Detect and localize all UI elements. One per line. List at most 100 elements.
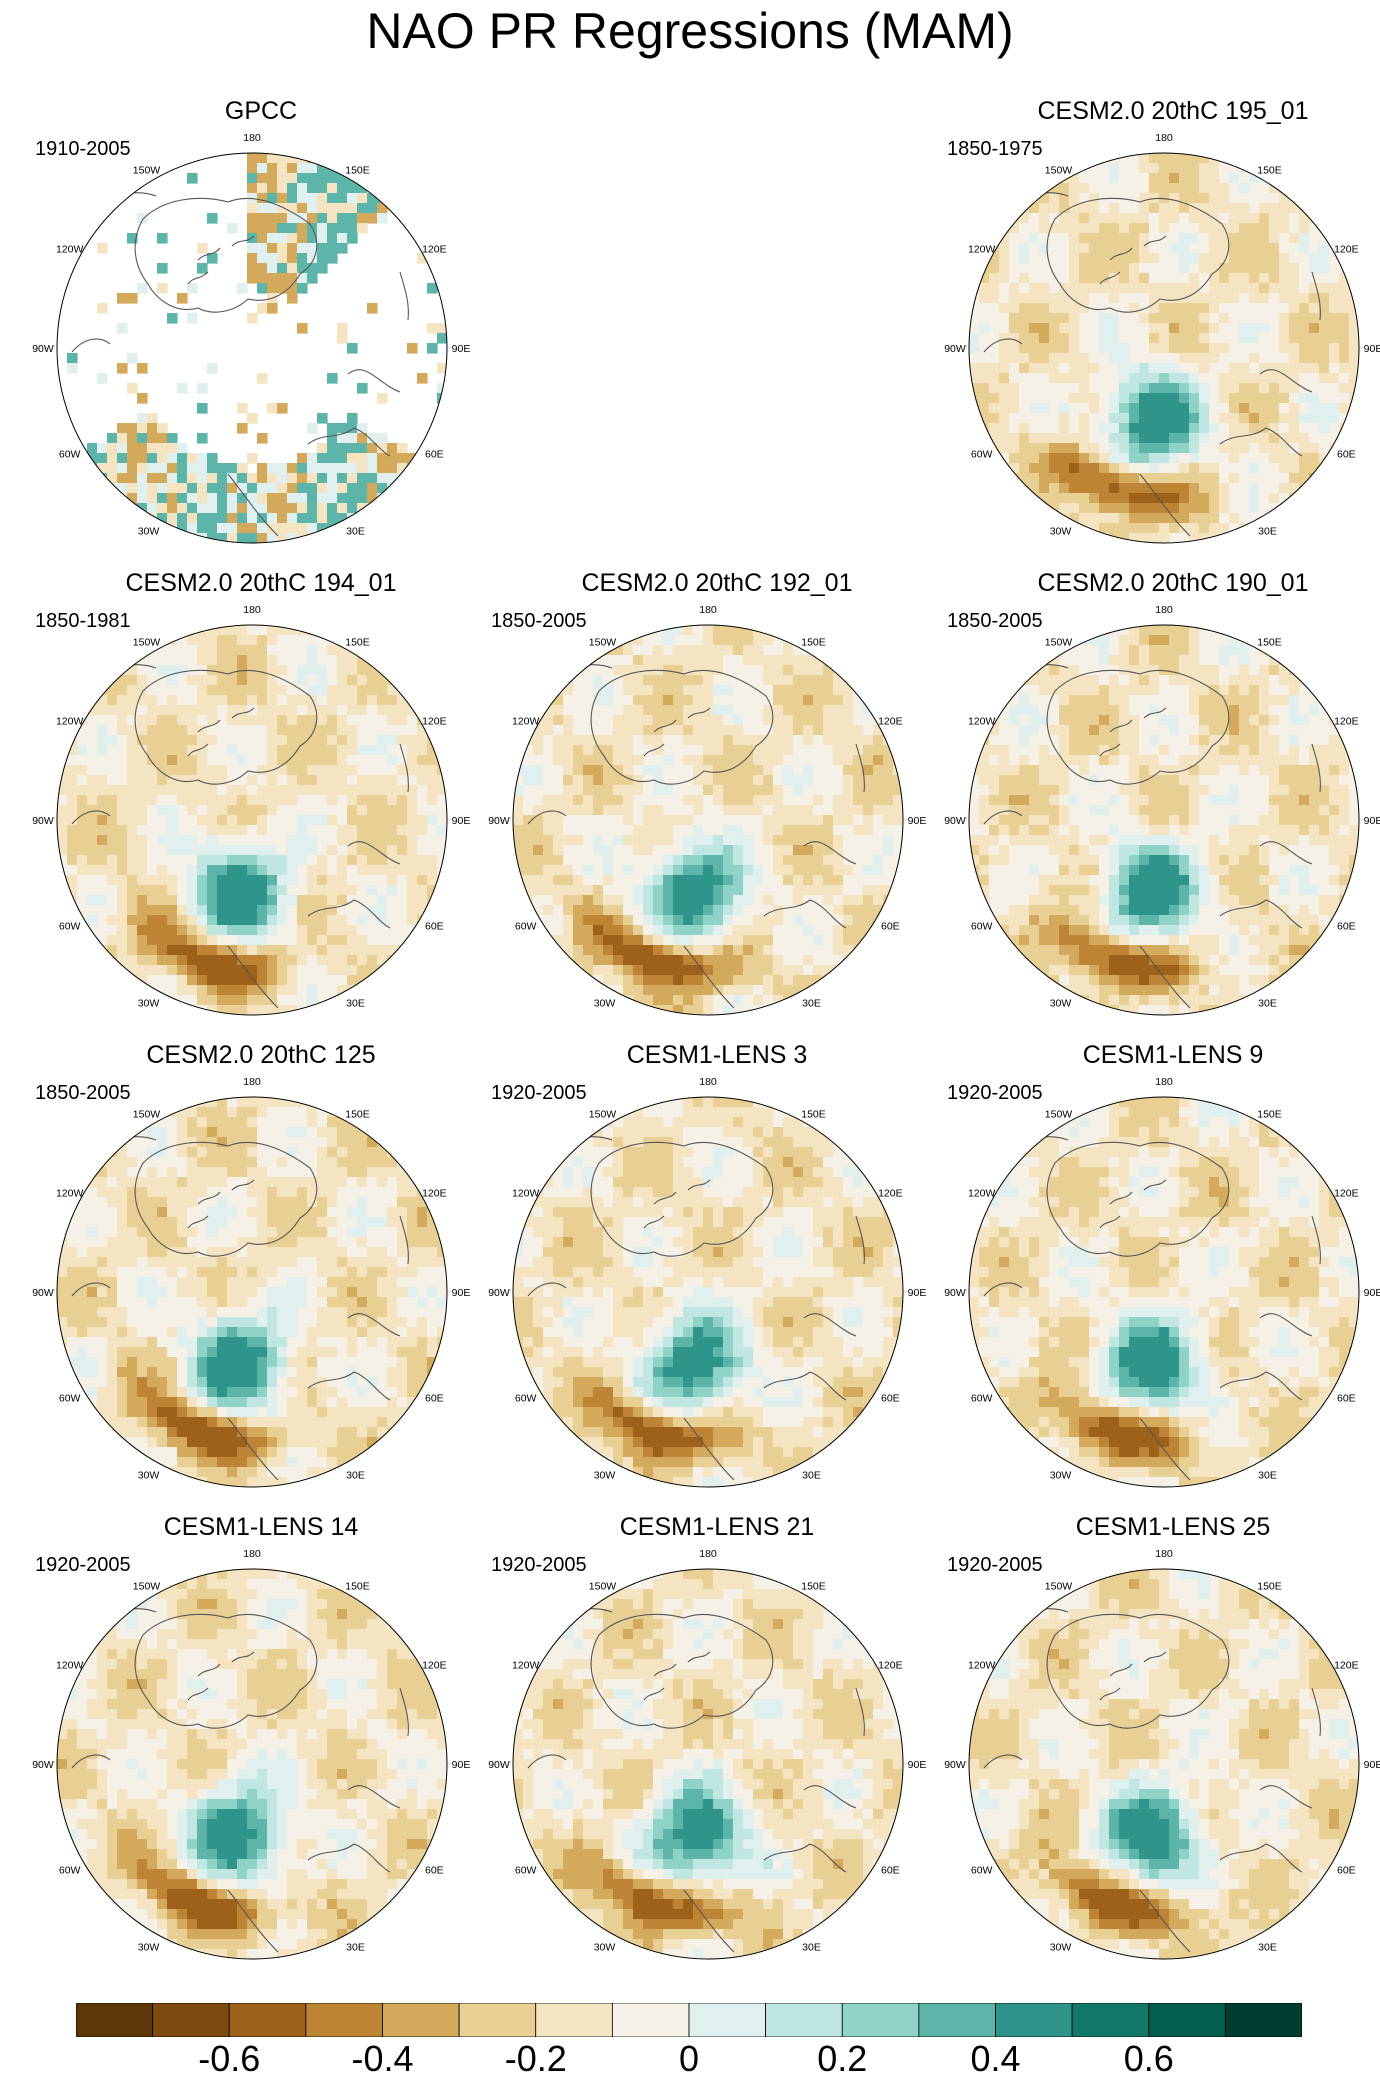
shade-cell <box>1029 443 1040 454</box>
shade-cell <box>177 825 188 836</box>
shade-cell <box>1249 655 1260 666</box>
shade-cell <box>1169 343 1180 354</box>
shade-cell <box>197 835 208 846</box>
shade-cell <box>793 935 804 946</box>
shade-cell <box>207 965 218 976</box>
shade-cell <box>763 795 774 806</box>
shade-cell <box>177 383 188 394</box>
shade-cell <box>347 433 358 444</box>
shade-cell <box>643 875 654 886</box>
shade-cell <box>347 675 358 686</box>
shade-cell <box>297 483 308 494</box>
shade-cell <box>157 453 168 464</box>
shade-cell <box>1009 323 1020 334</box>
shade-cell <box>297 233 308 244</box>
shade-cell <box>197 263 208 274</box>
shade-cell <box>1309 423 1320 434</box>
shade-cell <box>337 193 348 204</box>
shade-cell <box>603 865 614 876</box>
shade-cell <box>1269 293 1280 304</box>
shade-cell <box>613 745 624 756</box>
shade-cell <box>563 695 574 706</box>
shade-cell <box>703 715 714 726</box>
shade-cell <box>623 885 634 896</box>
shade-cell <box>969 403 980 414</box>
shade-cell <box>87 715 98 726</box>
shade-cell <box>1119 323 1130 334</box>
shade-cell <box>1069 775 1080 786</box>
shade-cell <box>257 705 268 716</box>
shade-cell <box>793 795 804 806</box>
shade-cell <box>387 925 398 936</box>
shade-cell <box>893 855 903 866</box>
shade-cell <box>683 685 694 696</box>
shade-cell <box>157 473 168 484</box>
shade-cell <box>1009 313 1020 324</box>
shade-cell <box>1209 635 1220 646</box>
shade-cell <box>883 815 894 826</box>
shade-cell <box>1219 343 1230 354</box>
shade-cell <box>327 815 338 826</box>
shade-cell <box>257 533 268 543</box>
shade-cell <box>1029 303 1040 314</box>
shade-cell <box>633 985 644 996</box>
shade-cell <box>1129 513 1140 524</box>
shade-cell <box>1219 203 1230 214</box>
shade-cell <box>683 885 694 896</box>
shade-cell <box>297 765 308 776</box>
shade-cell <box>969 745 980 756</box>
shade-cell <box>703 855 714 866</box>
shade-cell <box>853 865 864 876</box>
shade-cell <box>1149 745 1160 756</box>
shade-cell <box>623 905 634 916</box>
shade-cell <box>1249 193 1260 204</box>
shade-cell <box>563 845 574 856</box>
shade-cell <box>197 775 208 786</box>
shade-cell <box>107 855 118 866</box>
shade-cell <box>683 955 694 966</box>
shade-cell <box>207 995 218 1006</box>
shade-cell <box>1269 433 1280 444</box>
shade-cell <box>1179 625 1190 636</box>
shade-cell <box>1149 433 1160 444</box>
shade-cell <box>327 965 338 976</box>
shade-cell <box>327 443 338 454</box>
shade-cell <box>853 775 864 786</box>
shade-cell <box>813 945 824 956</box>
shade-cell <box>1079 343 1090 354</box>
shade-cell <box>217 665 228 676</box>
coastline <box>227 473 279 537</box>
shade-cell <box>1109 283 1120 294</box>
shade-cell <box>317 905 328 916</box>
shade-cell <box>157 905 168 916</box>
shade-cell <box>1149 503 1160 514</box>
shade-cell <box>743 795 754 806</box>
shade-cell <box>387 725 398 736</box>
shade-cell <box>753 825 764 836</box>
shade-cell <box>1269 313 1280 324</box>
shade-cell <box>377 705 388 716</box>
shade-cell <box>227 503 238 514</box>
shade-cell <box>1339 403 1350 414</box>
shade-cell <box>713 905 724 916</box>
longitude-label: 90E <box>452 343 471 355</box>
shade-cell <box>277 795 288 806</box>
shade-cell <box>663 935 674 946</box>
shade-cell <box>653 935 664 946</box>
shade-cell <box>257 885 268 896</box>
shade-cell <box>357 193 368 204</box>
shade-cell <box>1219 173 1230 184</box>
shade-cell <box>377 905 388 916</box>
shade-cell <box>1189 503 1200 514</box>
longitude-label: 60E <box>425 921 444 933</box>
shade-cell <box>307 925 318 936</box>
shade-cell <box>723 655 734 666</box>
shade-cell <box>167 825 178 836</box>
shade-cell <box>823 855 834 866</box>
shade-cell <box>317 625 328 636</box>
shade-cell <box>1189 735 1200 746</box>
shade-cell <box>107 795 118 806</box>
shade-cell <box>1179 745 1190 756</box>
shade-cell <box>387 915 398 926</box>
shade-cell <box>753 735 764 746</box>
